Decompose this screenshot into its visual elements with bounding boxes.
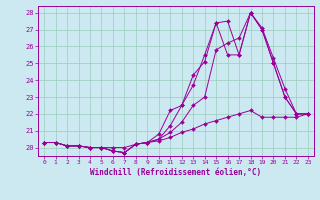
X-axis label: Windchill (Refroidissement éolien,°C): Windchill (Refroidissement éolien,°C) [91,168,261,177]
